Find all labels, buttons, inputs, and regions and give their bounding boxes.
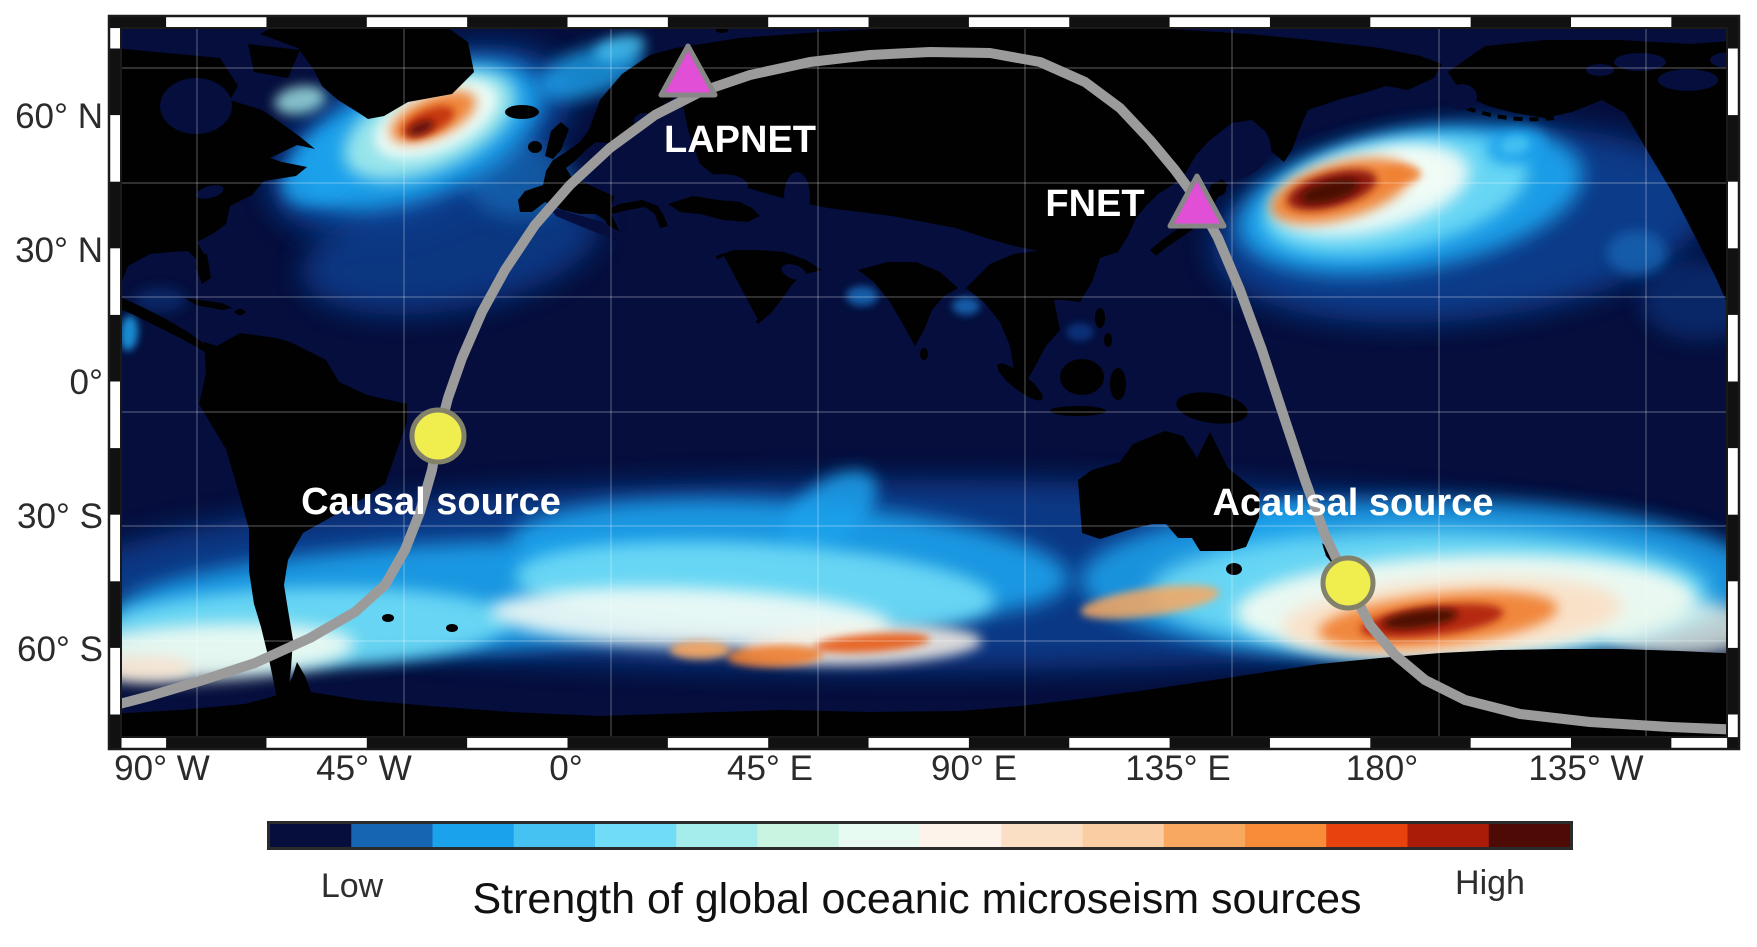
fnet-label: FNET: [1045, 183, 1144, 225]
lat-tick-30n: 30° N: [15, 231, 103, 270]
lon-tick-135w: 135° W: [1528, 749, 1643, 788]
lat-tick-60n: 60° N: [15, 97, 103, 136]
graticule: [121, 28, 1727, 737]
lon-tick-45e: 45° E: [727, 749, 813, 788]
latitude-axis: 60° N 30° N 0° 30° S 60° S: [15, 97, 103, 669]
acausal-source-label: Acausal source: [1213, 482, 1494, 524]
colorbar-cells: [270, 824, 1571, 847]
lon-tick-135e: 135° E: [1125, 749, 1230, 788]
acausal-source-circle-icon: [1320, 555, 1376, 611]
inland-seas: [160, 52, 1727, 325]
markers: [409, 43, 1376, 611]
lon-tick-45w: 45° W: [316, 749, 412, 788]
lon-tick-180: 180°: [1346, 749, 1418, 788]
fnet-station-triangle-icon: [1167, 173, 1227, 229]
causal-source-label: Causal source: [301, 481, 561, 523]
colorbar-title: Strength of global oceanic microseism so…: [472, 875, 1361, 923]
colorbar: Low High Strength of global oceanic micr…: [267, 821, 1573, 923]
lat-tick-60s: 60° S: [17, 630, 103, 669]
colorbar-border: [267, 821, 1573, 850]
lat-tick-0: 0°: [70, 363, 103, 402]
lon-tick-90w: 90° W: [114, 749, 210, 788]
lon-tick-0: 0°: [549, 749, 582, 788]
lapnet-label: LAPNET: [664, 119, 816, 161]
colorbar-high-label: High: [1455, 864, 1525, 902]
lon-tick-90e: 90° E: [931, 749, 1017, 788]
map-frame: [107, 14, 1741, 751]
lat-tick-30s: 30° S: [17, 497, 103, 536]
causal-source-circle-icon: [409, 407, 467, 465]
world-map: LAPNET FNET Causal source Acausal source: [121, 28, 1727, 737]
landmasses: [121, 28, 1727, 737]
longitude-axis: 90° W 45° W 0° 45° E 90° E 135° E 180° 1…: [114, 749, 1643, 788]
lapnet-station-triangle-icon: [658, 43, 718, 98]
microseism-heatmap: [121, 34, 1727, 682]
colorbar-low-label: Low: [321, 867, 384, 905]
